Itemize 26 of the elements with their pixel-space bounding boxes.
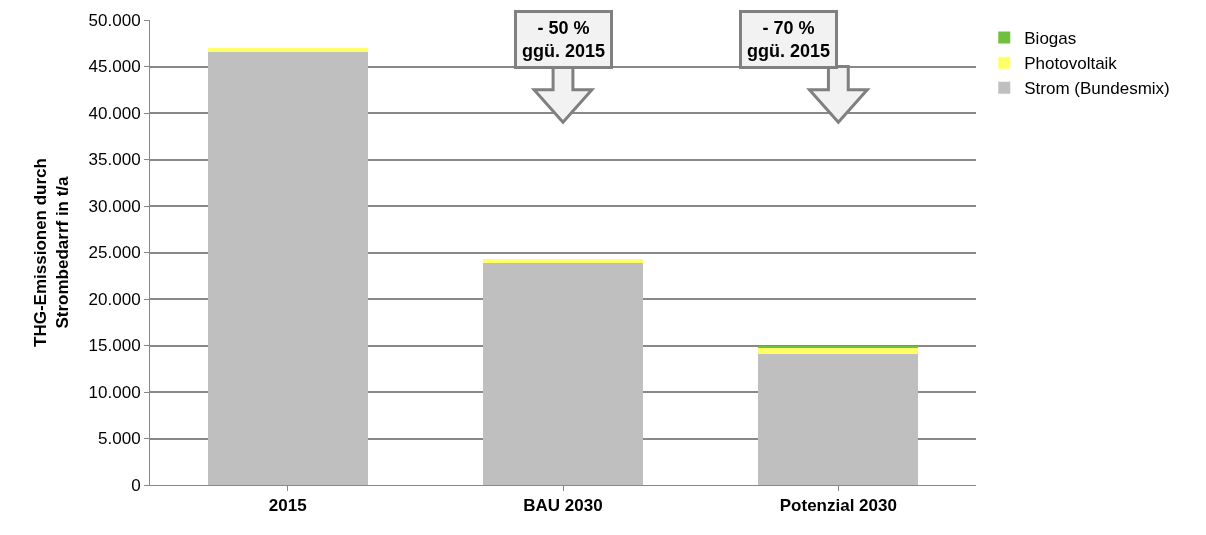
x-tick-label: BAU 2030 bbox=[523, 496, 603, 516]
y-tick-label: 10.000 bbox=[88, 382, 141, 402]
y-tick-label: 25.000 bbox=[88, 243, 141, 263]
x-tick-label: 2015 bbox=[268, 496, 307, 516]
annotation: - 70 % ggü. 2015 bbox=[747, 18, 831, 62]
bar bbox=[758, 353, 919, 485]
y-tick-label: 15.000 bbox=[88, 336, 141, 356]
bar bbox=[483, 262, 643, 485]
y-tick-label: 45.000 bbox=[88, 57, 141, 77]
bar bbox=[483, 259, 643, 263]
y-tick-label: 30.000 bbox=[88, 196, 141, 216]
legend-label: Biogas bbox=[1024, 29, 1077, 49]
legend-label: Photovoltaik bbox=[1024, 54, 1118, 74]
y-tick-label: 40.000 bbox=[88, 103, 141, 123]
x-tick-label: Potenzial 2030 bbox=[779, 496, 897, 516]
y-tick-label: 0 bbox=[131, 475, 141, 495]
annotation: - 50 % ggü. 2015 bbox=[522, 18, 606, 62]
legend-label: Strom (Bundesmix) bbox=[1024, 79, 1170, 99]
y-tick-label: 35.000 bbox=[88, 150, 141, 170]
bar bbox=[207, 47, 368, 52]
y-tick-label: 5.000 bbox=[98, 429, 141, 449]
y-tick-label: 20.000 bbox=[88, 289, 141, 309]
bar bbox=[758, 347, 919, 354]
y-tick-label: 50.000 bbox=[88, 10, 141, 30]
y-axis-title: THG-Emissionen durch Strombedarrf in t/a bbox=[31, 158, 73, 347]
bar bbox=[207, 51, 368, 485]
